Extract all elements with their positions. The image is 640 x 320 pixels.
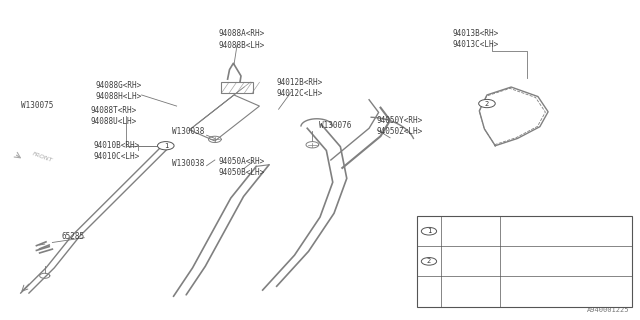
Text: 65285: 65285 [62, 232, 85, 241]
Text: 2: 2 [427, 258, 431, 264]
Circle shape [421, 228, 436, 235]
Text: 94050Y<RH>
94050Z<LH>: 94050Y<RH> 94050Z<LH> [376, 116, 422, 136]
Text: W130105: W130105 [503, 287, 535, 296]
Text: 94012B<RH>
94012C<LH>: 94012B<RH> 94012C<LH> [276, 78, 323, 98]
Text: W130038: W130038 [172, 159, 205, 168]
Text: W130075: W130075 [20, 101, 53, 110]
Text: W130076: W130076 [319, 121, 351, 130]
Text: W140025: W140025 [503, 227, 535, 236]
Text: 94050A<RH>
94050B<LH>: 94050A<RH> 94050B<LH> [218, 157, 264, 177]
Text: 94088T<RH>
94088U<LH>: 94088T<RH> 94088U<LH> [91, 106, 137, 126]
Text: FRONT: FRONT [32, 151, 54, 163]
Circle shape [479, 100, 495, 108]
Text: W130038: W130038 [172, 127, 205, 136]
Circle shape [421, 258, 436, 265]
Text: (-'05MY0409): (-'05MY0409) [557, 258, 608, 265]
Text: 1: 1 [164, 143, 168, 149]
Circle shape [157, 142, 174, 150]
Text: 94010B<RH>
94010C<LH>: 94010B<RH> 94010C<LH> [94, 141, 140, 161]
Text: W130077: W130077 [503, 257, 535, 266]
Polygon shape [221, 82, 253, 93]
Polygon shape [189, 95, 259, 141]
Text: 1: 1 [427, 228, 431, 234]
Text: 2: 2 [485, 100, 489, 107]
Text: ('05MY0410-): ('05MY0410-) [557, 288, 608, 295]
Text: A940001225: A940001225 [586, 307, 629, 313]
Text: 94088A<RH>
94088B<LH>: 94088A<RH> 94088B<LH> [218, 29, 264, 50]
Text: 94013B<RH>
94013C<LH>: 94013B<RH> 94013C<LH> [452, 29, 499, 49]
Polygon shape [417, 216, 632, 307]
Text: 94088G<RH>
94088H<LH>: 94088G<RH> 94088H<LH> [96, 81, 142, 101]
